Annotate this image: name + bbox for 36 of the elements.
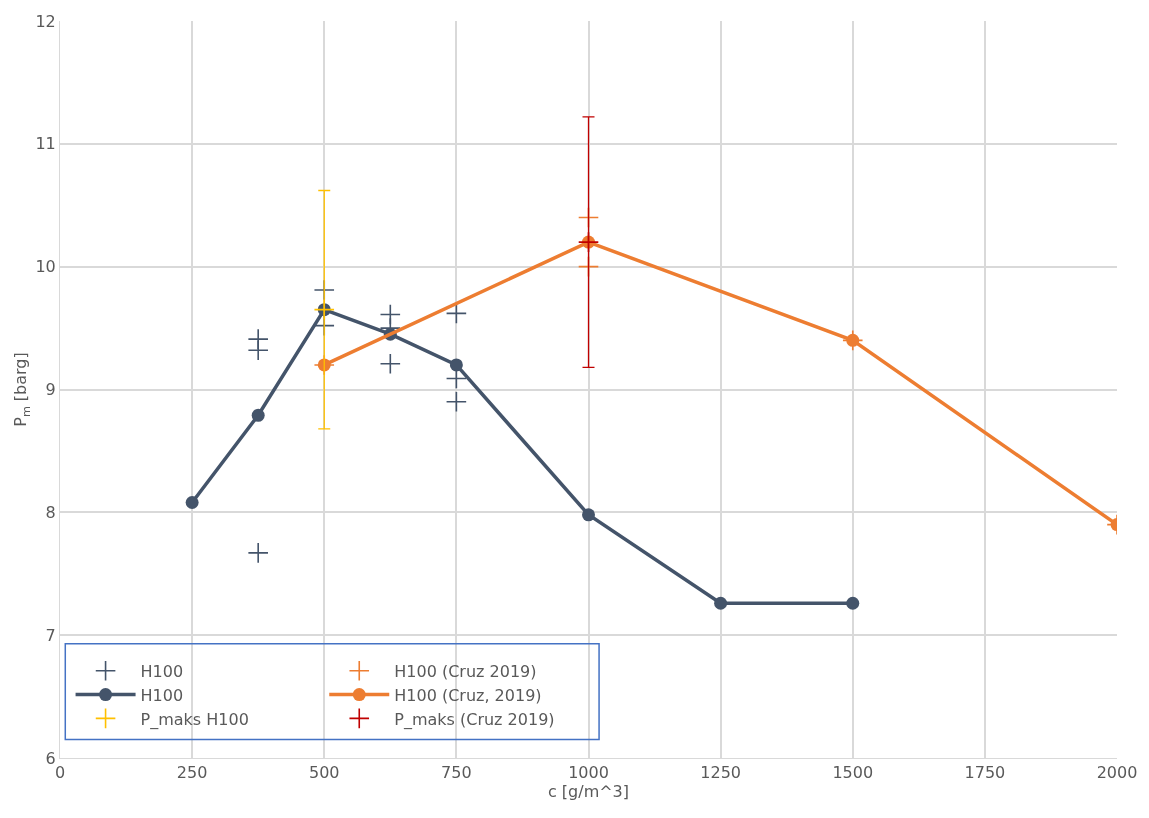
x-tick-label: 500 <box>308 763 340 783</box>
y-tick-label: 11 <box>35 134 56 154</box>
point <box>449 358 463 372</box>
legend-label: H100 <box>140 662 184 682</box>
point <box>379 353 401 375</box>
y-tick-label: 7 <box>45 625 56 645</box>
point <box>846 596 860 610</box>
y-tick-label: 9 <box>45 380 56 400</box>
legend-label: P_maks H100 <box>140 709 249 730</box>
x-tick-label: 2000 <box>1096 763 1138 783</box>
y-tick-label: 10 <box>35 257 56 277</box>
legend-label: H100 <box>140 685 184 705</box>
x-tick-label: 1750 <box>964 763 1006 783</box>
point <box>251 408 265 422</box>
x-axis-title: c [g/m^3] <box>547 782 630 802</box>
point <box>577 231 600 253</box>
point <box>247 339 269 361</box>
y-tick-label: 8 <box>45 502 56 522</box>
y-tick-label: 12 <box>35 11 56 31</box>
point <box>185 496 199 509</box>
point <box>714 596 728 610</box>
x-tick-label: 0 <box>54 763 66 783</box>
point <box>445 302 467 324</box>
x-tick-label: 1250 <box>700 763 741 783</box>
x-tick-label: 750 <box>441 763 472 783</box>
x-tick-label: 250 <box>176 763 208 783</box>
point <box>247 542 269 564</box>
y-tick-label: 6 <box>45 748 56 768</box>
x-tick-label: 1000 <box>568 763 609 783</box>
legend-label: P_maks (Cruz 2019) <box>394 709 555 730</box>
point <box>445 391 467 413</box>
x-tick-label: 1500 <box>832 763 874 783</box>
legend-label: H100 (Cruz, 2019) <box>394 685 542 705</box>
point <box>313 279 335 301</box>
legend-label: H100 (Cruz 2019) <box>394 662 537 682</box>
point <box>582 508 595 522</box>
